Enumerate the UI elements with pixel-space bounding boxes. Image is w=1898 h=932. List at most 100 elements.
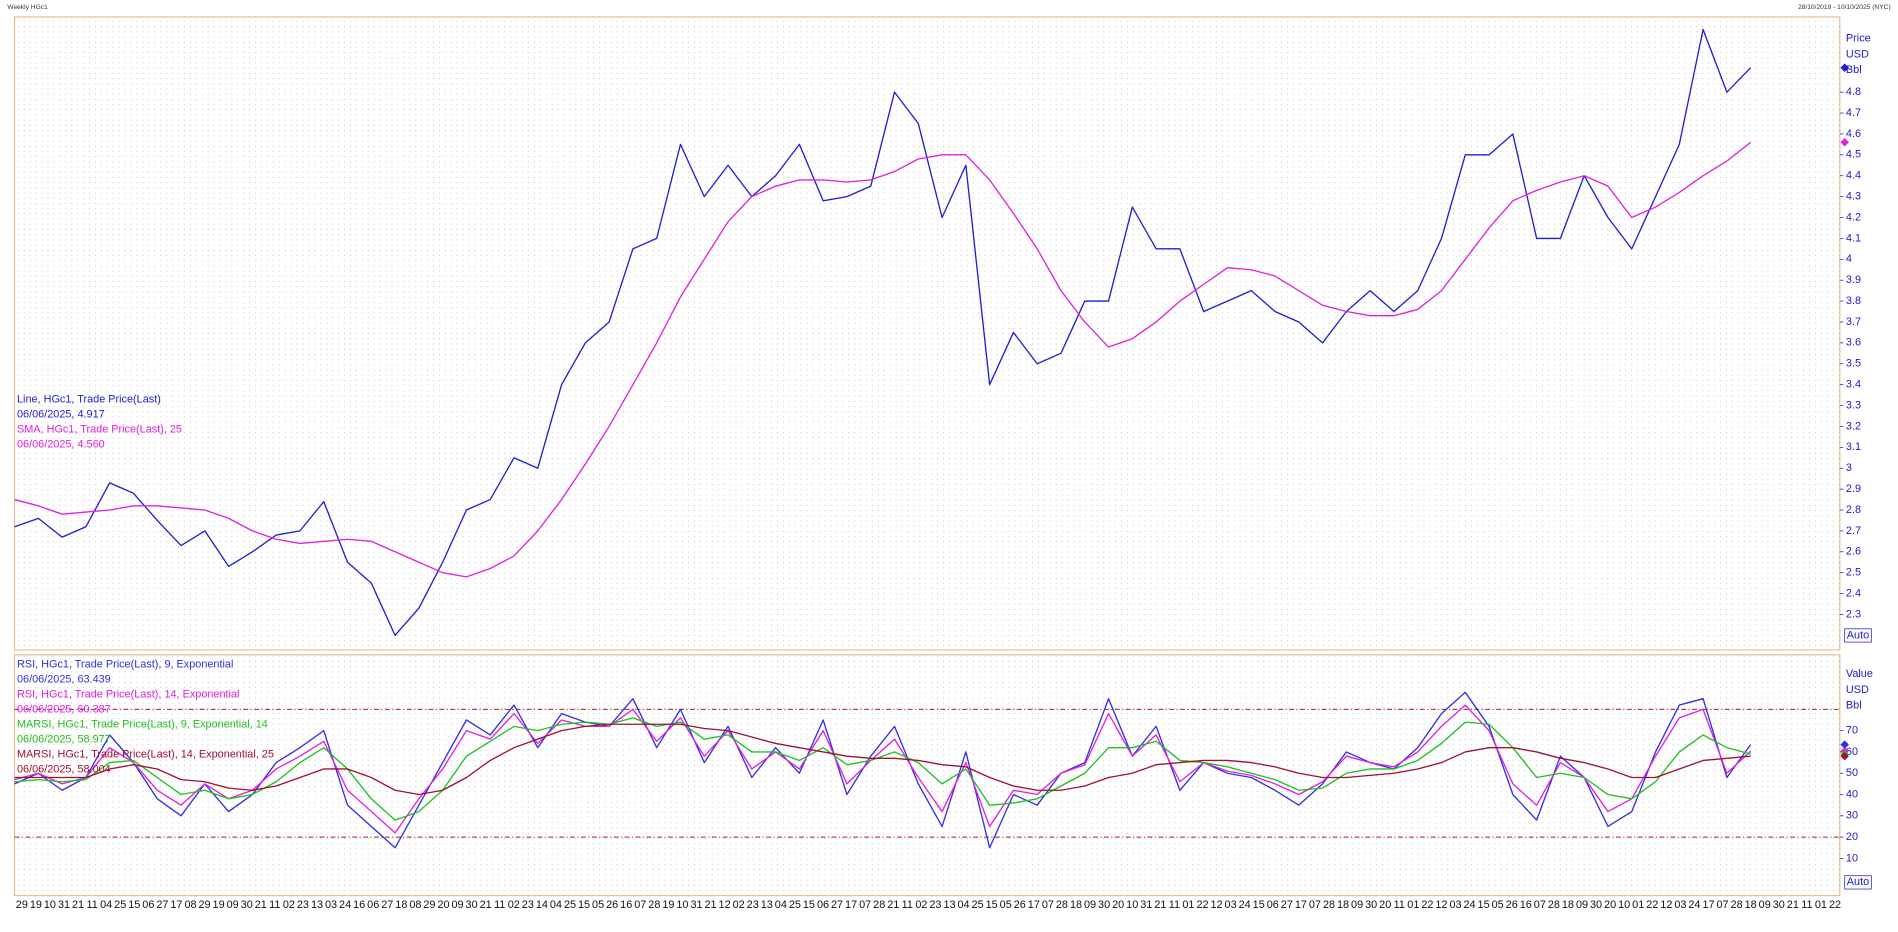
- x-tick-label: 05: [1000, 899, 1012, 911]
- x-tick-label: 18: [1745, 899, 1757, 911]
- x-tick-label: 17: [170, 899, 182, 911]
- x-tick-label: 27: [1281, 899, 1293, 911]
- x-tick-label: 07: [634, 899, 646, 911]
- x-tick-label: 24: [1464, 899, 1476, 911]
- x-tick-label: 12: [1435, 899, 1447, 911]
- x-tick-label: 09: [1576, 899, 1588, 911]
- x-tick-label: 13: [311, 899, 323, 911]
- x-tick-label: 15: [1253, 899, 1265, 911]
- auto-button-label[interactable]: Auto: [1847, 876, 1869, 888]
- y-tick-label: 4.1: [1846, 232, 1861, 244]
- series-line: [14, 723, 1751, 796]
- x-tick-label: 21: [1154, 899, 1166, 911]
- x-tick-label: 16: [353, 899, 365, 911]
- y-tick-label: 2.4: [1846, 587, 1861, 599]
- x-tick-label: 15: [803, 899, 815, 911]
- y-tick-label: 3.4: [1846, 379, 1861, 391]
- axis-label: Value: [1846, 668, 1873, 680]
- x-tick-label: 20: [1379, 899, 1391, 911]
- x-tick-label: 11: [1394, 899, 1405, 911]
- y-tick-label: 3.1: [1846, 441, 1861, 453]
- legend-value: 06/06/2025, 4.917: [17, 408, 105, 420]
- x-tick-label: 28: [1323, 899, 1335, 911]
- last-value-marker: [1840, 740, 1849, 749]
- y-tick-label: 40: [1846, 788, 1858, 800]
- y-tick-label: 3.6: [1846, 337, 1861, 349]
- x-tick-label: 23: [297, 899, 309, 911]
- legend-value: 06/06/2025, 58.004: [17, 763, 111, 775]
- x-tick-label: 29: [16, 899, 28, 911]
- x-tick-label: 21: [1787, 899, 1799, 911]
- y-tick-label: 4.2: [1846, 211, 1861, 223]
- x-tick-label: 30: [1590, 899, 1602, 911]
- legend-value: 06/06/2025, 58.977: [17, 733, 111, 745]
- y-tick-label: 3: [1846, 462, 1852, 474]
- x-tick-label: 24: [339, 899, 351, 911]
- x-tick-label: 09: [227, 899, 239, 911]
- y-tick-label: 30: [1846, 810, 1858, 822]
- x-tick-label: 04: [775, 899, 787, 911]
- x-tick-label: 03: [1225, 899, 1237, 911]
- legend-value: 06/06/2025, 63.439: [17, 673, 111, 685]
- auto-button-label[interactable]: Auto: [1847, 629, 1869, 641]
- x-tick-label: 10: [1618, 899, 1630, 911]
- x-tick-label: 17: [1295, 899, 1307, 911]
- x-tick-label: 24: [1688, 899, 1700, 911]
- auto-button[interactable]: [1844, 628, 1872, 643]
- x-tick-label: 06: [367, 899, 379, 911]
- x-tick-label: 11: [1801, 899, 1812, 911]
- y-tick-label: 3.2: [1846, 420, 1861, 432]
- y-tick-label: 10: [1846, 852, 1858, 864]
- y-tick-label: 4.3: [1846, 190, 1861, 202]
- y-tick-label: 3.9: [1846, 274, 1861, 286]
- x-tick-label: 24: [1239, 899, 1251, 911]
- x-tick-label: 23: [929, 899, 941, 911]
- plot-area: [14, 654, 1841, 897]
- axis-label: Bbl: [1846, 64, 1862, 76]
- y-tick-label: 2.6: [1846, 546, 1861, 558]
- y-tick-label: 3.5: [1846, 358, 1861, 370]
- x-tick-label: 09: [1084, 899, 1096, 911]
- x-tick-label: 23: [747, 899, 759, 911]
- legend-value: 06/06/2025, 4.560: [17, 438, 105, 450]
- x-tick-label: 25: [564, 899, 576, 911]
- x-tick-label: 03: [325, 899, 337, 911]
- y-tick-label: 2.5: [1846, 567, 1861, 579]
- x-tick-label: 18: [1337, 899, 1349, 911]
- x-tick-label: 13: [761, 899, 773, 911]
- legend-name: RSI, HGc1, Trade Price(Last), 9, Exponen…: [17, 658, 233, 670]
- x-tick-label: 03: [1449, 899, 1461, 911]
- x-tick-label: 10: [676, 899, 688, 911]
- x-tick-label: 22: [1829, 899, 1841, 911]
- y-tick-label: 4.6: [1846, 128, 1861, 140]
- y-tick-label: 50: [1846, 767, 1858, 779]
- x-tick-label: 08: [184, 899, 196, 911]
- auto-button[interactable]: [1844, 875, 1872, 890]
- legend-name: RSI, HGc1, Trade Price(Last), 14, Expone…: [17, 688, 239, 700]
- x-tick-label: 21: [705, 899, 717, 911]
- x-tick-label: 21: [72, 899, 84, 911]
- x-tick-label: 21: [255, 899, 267, 911]
- x-tick-label: 28: [1056, 899, 1068, 911]
- axis-label: USD: [1846, 684, 1869, 696]
- x-tick-label: 16: [620, 899, 632, 911]
- axis-label: USD: [1846, 48, 1869, 60]
- y-tick-label: 3.3: [1846, 399, 1861, 411]
- x-tick-label: 05: [592, 899, 604, 911]
- x-tick-label: 22: [1196, 899, 1208, 911]
- x-tick-label: 06: [1267, 899, 1279, 911]
- y-tick-label: 2.3: [1846, 608, 1861, 620]
- y-tick-label: 4.5: [1846, 149, 1861, 161]
- series-line: [14, 28, 1752, 637]
- y-tick-label: 2.7: [1846, 525, 1861, 537]
- x-tick-label: 02: [733, 899, 745, 911]
- y-tick-label: 2.8: [1846, 504, 1861, 516]
- x-tick-label: 04: [100, 899, 112, 911]
- x-tick-label: 03: [1674, 899, 1686, 911]
- series-line: [14, 704, 1752, 834]
- x-tick-label: 12: [1660, 899, 1672, 911]
- x-tick-label: 09: [452, 899, 464, 911]
- x-tick-label: 31: [58, 899, 70, 911]
- x-tick-label: 20: [1604, 899, 1616, 911]
